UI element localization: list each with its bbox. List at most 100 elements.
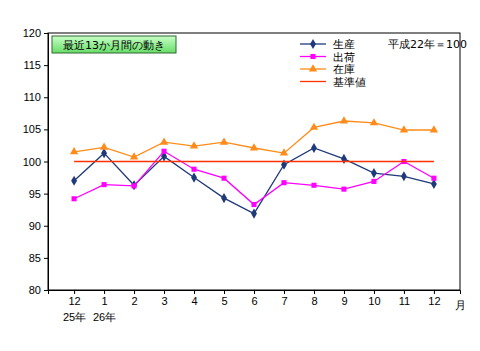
- series-marker: [281, 180, 286, 185]
- x-tick-mark: [254, 290, 255, 294]
- x-tick-mark: [134, 290, 135, 294]
- legend-entry: 生産: [300, 38, 355, 51]
- y-tick-label: 115: [23, 59, 41, 71]
- y-tick-mark: [44, 162, 48, 163]
- x-tick-mark: [284, 290, 285, 294]
- title-box-bg: [52, 36, 176, 53]
- series-line: [74, 121, 434, 157]
- x-tick: 12: [428, 290, 440, 307]
- y-tick-label: 100: [23, 156, 41, 168]
- legend-label: 生産: [333, 38, 355, 51]
- series-marker: [430, 125, 438, 132]
- legend-marker: [310, 54, 315, 59]
- series-marker: [310, 123, 318, 130]
- series-marker: [102, 182, 107, 187]
- x-tick: 8: [311, 290, 317, 307]
- x-tick: 11: [399, 290, 410, 307]
- series-line: [74, 161, 434, 162]
- title-box: 最近13か月間の動き: [52, 36, 176, 53]
- series-marker: [371, 168, 377, 178]
- y-tick-label: 105: [23, 123, 41, 135]
- series-marker: [311, 143, 317, 153]
- x-tick-mark: [374, 290, 375, 294]
- y-tick-mark: [44, 258, 48, 259]
- x-tick: 126年: [93, 290, 116, 323]
- x-tick: 2: [131, 290, 137, 307]
- y-tick-mark: [44, 129, 48, 130]
- series-marker: [311, 183, 316, 188]
- legend-entry: 基準値: [300, 76, 366, 89]
- x-tick-label: 7: [281, 295, 287, 307]
- series-marker: [250, 143, 258, 150]
- y-axis-line: [44, 34, 49, 291]
- y-tick: 110: [23, 91, 48, 103]
- series-marker: [221, 176, 226, 181]
- y-axis: 80 85 90 95 100 105 110 115 120: [23, 27, 49, 296]
- x-tick-mark: [404, 290, 405, 294]
- legend-label: 基準値: [333, 76, 366, 89]
- series-marker: [191, 172, 197, 182]
- y-tick: 105: [23, 123, 48, 135]
- legend-marker: [310, 39, 316, 49]
- x-tick-label: 126年: [93, 295, 116, 324]
- series-marker: [160, 137, 168, 144]
- series-marker: [371, 179, 376, 184]
- y-tick-mark: [44, 97, 48, 98]
- y-tick-label: 80: [29, 284, 41, 296]
- x-tick-mark: [194, 290, 195, 294]
- x-axis-line: [49, 291, 461, 295]
- y-tick-mark: [44, 65, 48, 66]
- y-tick-mark: [44, 33, 48, 34]
- series-line: [74, 148, 434, 214]
- series-marker: [431, 176, 436, 181]
- series-marker: [70, 147, 78, 154]
- x-tick: 7: [281, 290, 287, 307]
- x-tick-mark: [74, 290, 75, 294]
- plot-area: [70, 116, 438, 218]
- y-tick: 80: [29, 284, 48, 296]
- x-tick-label: 1225年: [63, 295, 86, 324]
- series-marker: [130, 152, 138, 159]
- legend: 生産出荷在庫基準値: [300, 38, 366, 89]
- x-tick-mark: [164, 290, 165, 294]
- x-tick-label: 6: [251, 295, 257, 307]
- legend-line: [300, 81, 326, 82]
- series-marker: [220, 137, 228, 144]
- series-marker: [251, 208, 257, 218]
- x-tick-label: 11: [399, 295, 410, 307]
- y-tick: 85: [29, 252, 48, 264]
- y-tick-mark: [44, 226, 48, 227]
- y-tick-label: 120: [23, 27, 41, 39]
- y-tick: 90: [29, 220, 48, 232]
- x-tick-label: 12: [428, 295, 440, 307]
- y-tick-mark: [44, 194, 48, 195]
- series-marker: [401, 171, 407, 181]
- x-tick-mark: [224, 290, 225, 294]
- x-tick: 3: [161, 290, 167, 307]
- legend-entry: 出荷: [300, 51, 355, 64]
- series-marker: [280, 148, 288, 155]
- x-tick: 10: [368, 290, 380, 307]
- y-tick: 115: [23, 59, 48, 71]
- x-tick: 4: [191, 290, 197, 307]
- x-tick: 5: [221, 290, 227, 307]
- x-tick: 6: [251, 290, 257, 307]
- x-tick-mark: [104, 290, 105, 294]
- x-tick: 1225年: [63, 290, 86, 323]
- plot-frame: [48, 33, 460, 290]
- x-tick-label: 3: [161, 295, 167, 307]
- legend-label: 出荷: [333, 51, 355, 64]
- x-tick-mark: [434, 290, 435, 294]
- series-marker: [132, 183, 137, 188]
- x-tick: 9: [341, 290, 347, 307]
- y-tick-label: 95: [29, 188, 41, 200]
- x-tick-label: 5: [221, 295, 227, 307]
- series-marker: [72, 196, 77, 201]
- series-marker: [341, 154, 347, 164]
- series-marker: [100, 143, 108, 150]
- x-tick-label: 9: [341, 295, 347, 307]
- x-tick-label: 8: [311, 295, 317, 307]
- y-tick: 120: [23, 27, 48, 39]
- y-tick-label: 85: [29, 252, 41, 264]
- y-tick-mark: [44, 290, 48, 291]
